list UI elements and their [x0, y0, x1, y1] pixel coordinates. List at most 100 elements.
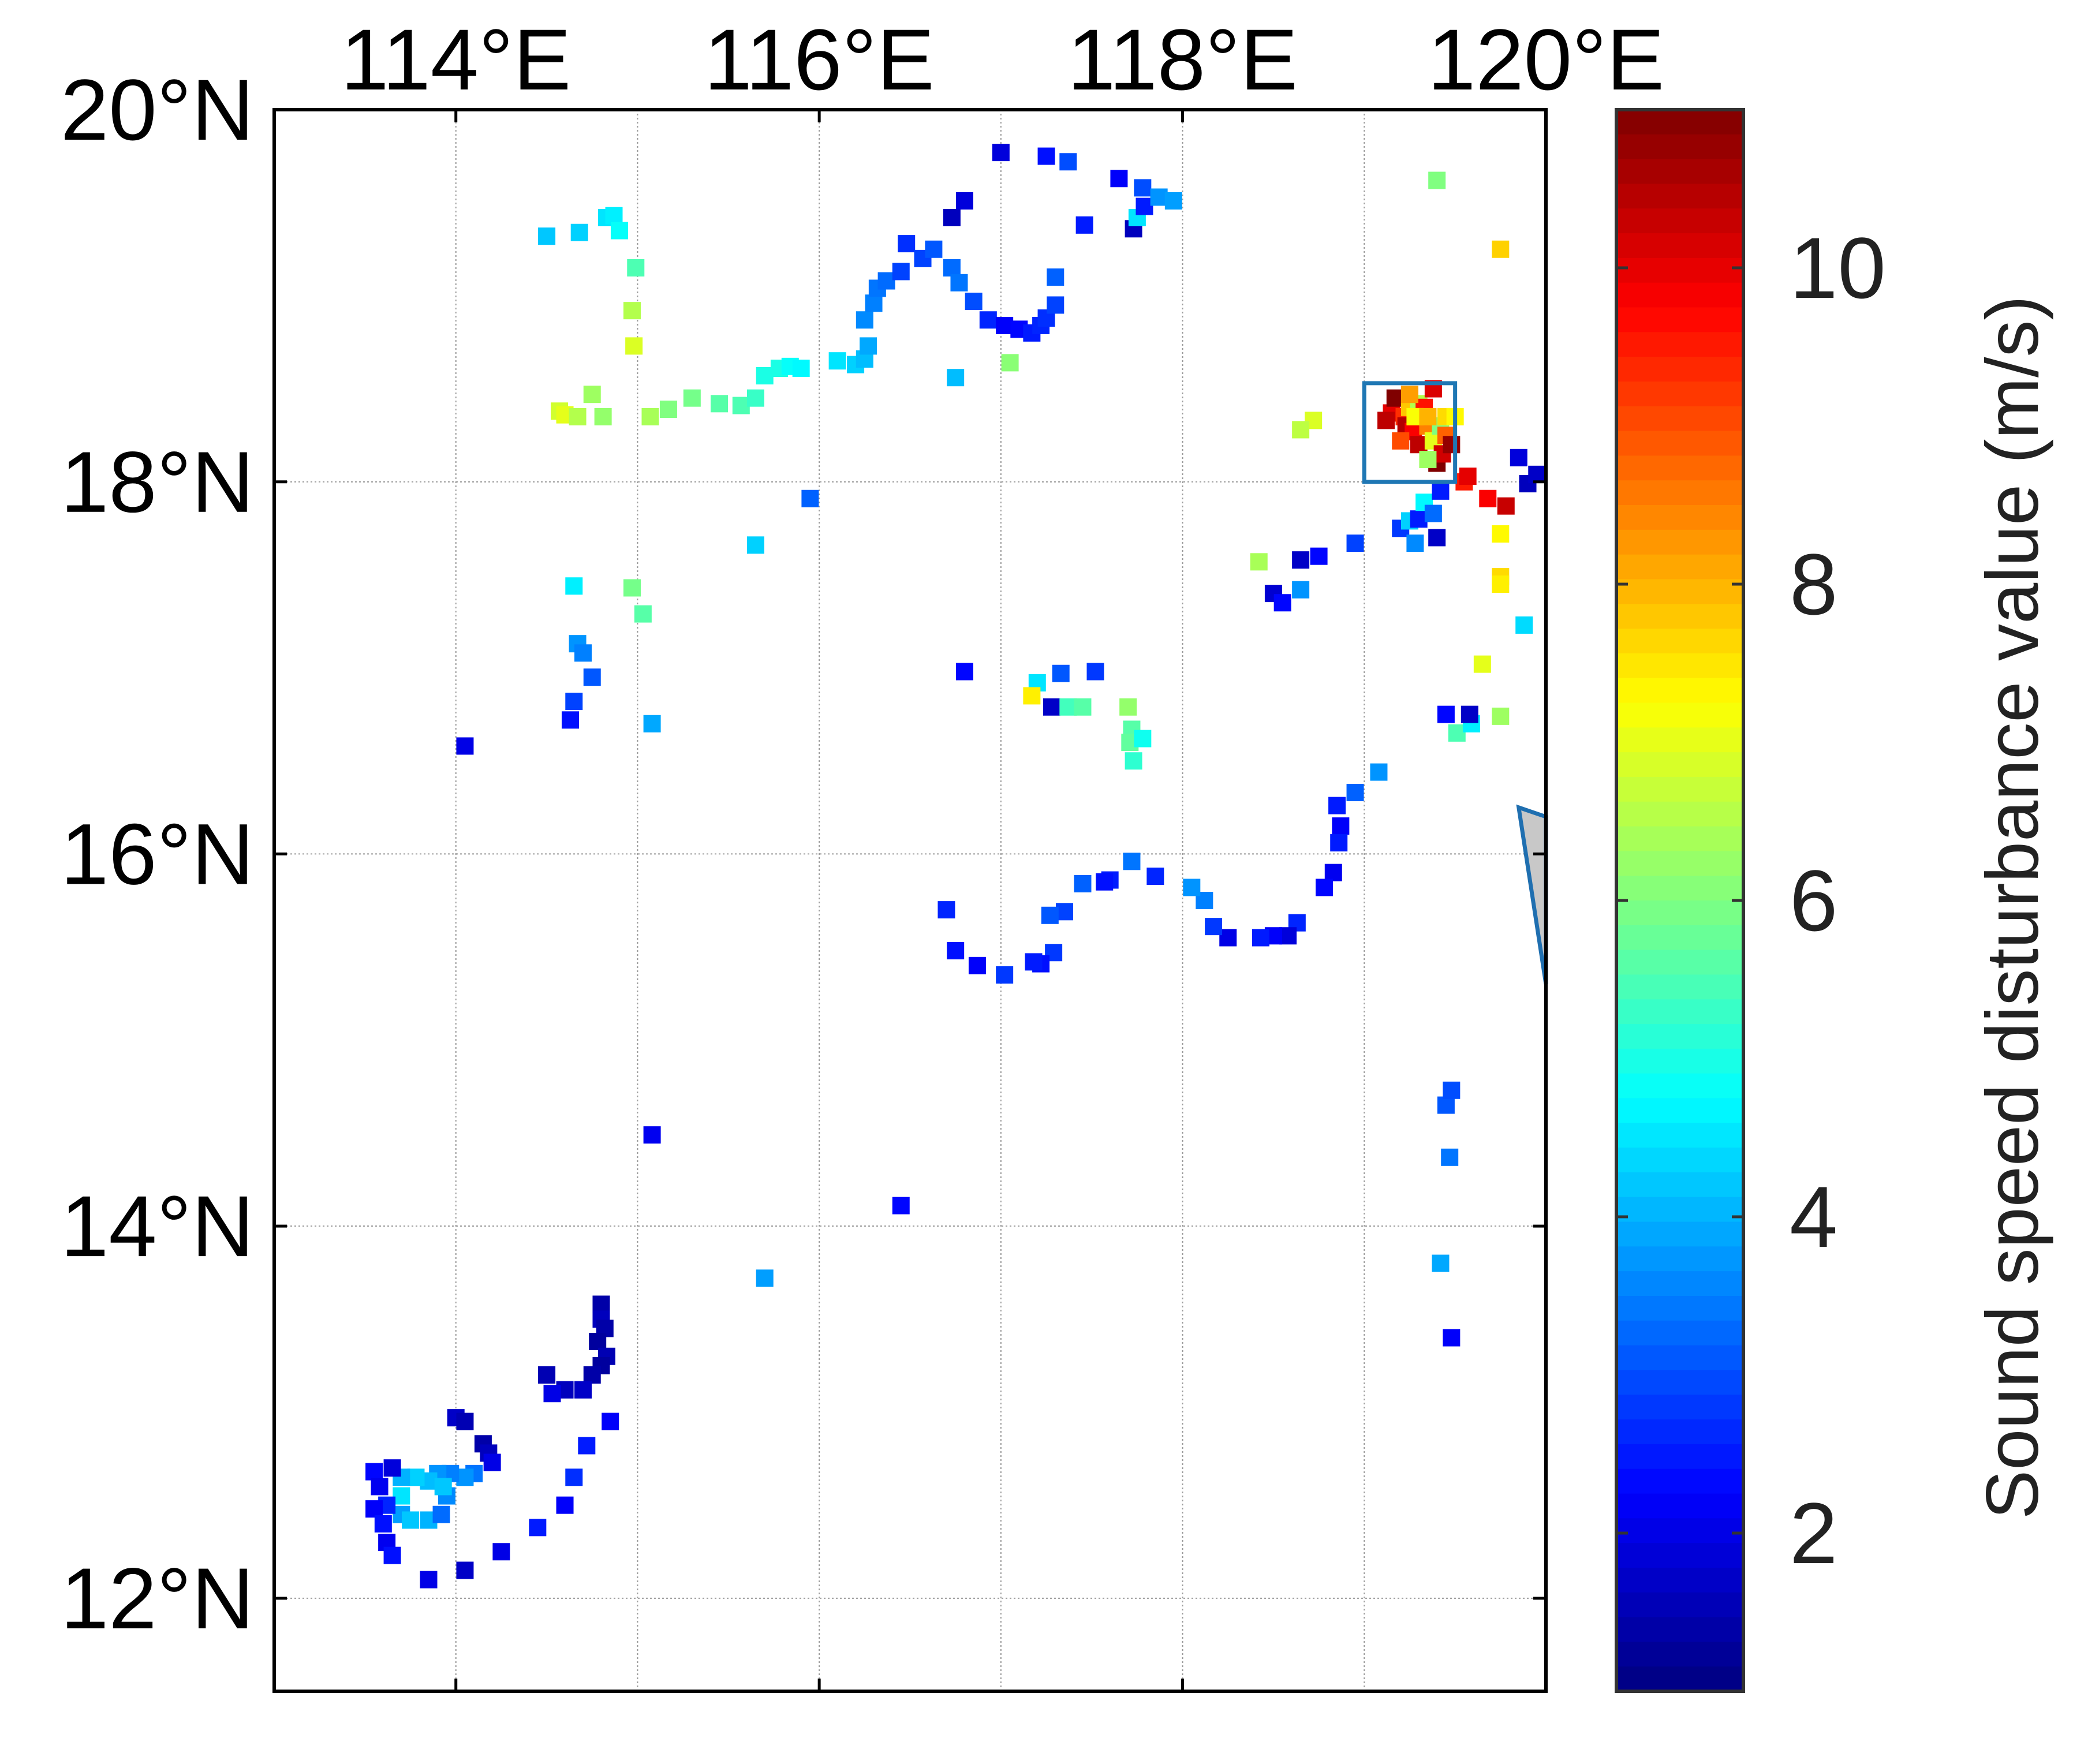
colorbar-band — [1616, 1493, 1743, 1519]
data-point — [1419, 451, 1437, 469]
data-point — [1059, 698, 1077, 716]
colorbar-band — [1616, 826, 1743, 852]
data-point — [1316, 879, 1334, 896]
data-point — [402, 1511, 420, 1529]
data-point — [1528, 465, 1546, 483]
data-point — [1123, 853, 1141, 870]
colorbar-band — [1616, 1197, 1743, 1223]
data-point — [1310, 547, 1328, 565]
data-point — [1370, 763, 1388, 781]
data-point — [1330, 834, 1348, 852]
data-point — [1437, 705, 1455, 723]
colorbar-band — [1616, 1518, 1743, 1544]
colorbar-band — [1616, 480, 1743, 506]
data-point — [877, 272, 895, 290]
colorbar-band — [1616, 1642, 1743, 1668]
data-point — [492, 1543, 510, 1561]
data-point — [641, 408, 659, 425]
data-point — [1025, 953, 1043, 971]
data-point — [561, 711, 579, 729]
data-point — [955, 192, 973, 210]
data-point — [1443, 1329, 1461, 1347]
colorbar-band — [1616, 727, 1743, 753]
colorbar-band — [1616, 505, 1743, 530]
lat-tick-label: 20°N — [61, 61, 254, 158]
data-point — [937, 901, 955, 919]
data-point — [605, 207, 623, 225]
data-point — [711, 395, 729, 413]
data-point — [543, 1385, 561, 1403]
data-point — [1041, 906, 1059, 924]
data-point — [659, 400, 677, 418]
data-point — [565, 693, 583, 711]
map-frame — [272, 108, 1548, 1693]
data-point — [538, 227, 556, 245]
data-point — [892, 263, 910, 281]
data-point — [574, 1381, 592, 1399]
data-point — [420, 1571, 438, 1589]
data-point — [1377, 412, 1395, 429]
data-point — [569, 408, 587, 425]
colorbar-band — [1616, 629, 1743, 654]
colorbar-band — [1616, 381, 1743, 407]
data-point — [556, 1496, 574, 1514]
map-border — [272, 108, 1548, 1693]
colorbar-band — [1616, 752, 1743, 778]
colorbar-band — [1616, 999, 1743, 1025]
data-point — [1497, 497, 1515, 515]
data-points — [365, 144, 1546, 1589]
data-point — [1134, 730, 1152, 748]
data-point — [456, 737, 474, 755]
data-point — [1164, 192, 1182, 210]
colorbar-band — [1616, 529, 1743, 555]
data-point — [1086, 663, 1104, 681]
data-point — [432, 1505, 450, 1523]
data-point — [925, 240, 943, 258]
colorbar-band — [1616, 1221, 1743, 1247]
colorbar-band — [1616, 282, 1743, 308]
colorbar-band — [1616, 159, 1743, 185]
data-point — [860, 337, 877, 355]
colorbar-title: Sound speed disturbance value (m/s) — [1971, 296, 2054, 1519]
colorbar-band — [1616, 974, 1743, 1000]
data-point — [898, 235, 916, 253]
colorbar-band — [1616, 1567, 1743, 1593]
data-point — [1346, 784, 1364, 802]
data-point — [383, 1546, 401, 1564]
data-point — [943, 208, 961, 226]
data-point — [947, 942, 965, 960]
data-point — [1292, 551, 1310, 569]
data-point — [483, 1453, 501, 1471]
data-point — [1328, 797, 1346, 814]
data-point — [623, 302, 641, 320]
data-point — [578, 1437, 596, 1455]
data-point — [979, 311, 997, 329]
data-point — [1479, 489, 1497, 507]
data-point — [950, 274, 968, 291]
colorbar-band — [1616, 1271, 1743, 1296]
lon-tick-label: 114°E — [341, 11, 571, 108]
data-point — [1074, 698, 1092, 716]
colorbar-band — [1616, 653, 1743, 679]
data-point — [1052, 664, 1070, 682]
lon-tick-label: 116°E — [704, 11, 935, 108]
data-point — [1136, 197, 1153, 215]
data-point — [1110, 170, 1128, 188]
data-point — [968, 956, 986, 974]
data-point — [756, 1269, 774, 1287]
highlight-box — [1362, 381, 1458, 484]
colorbar-tick-label: 8 — [1790, 536, 1837, 633]
data-point — [1279, 927, 1297, 945]
data-point — [1074, 874, 1092, 892]
data-point — [583, 668, 601, 686]
colorbar-band — [1616, 1666, 1743, 1692]
lat-tick-label: 18°N — [61, 433, 254, 530]
colorbar-band — [1616, 1592, 1743, 1618]
data-point — [1150, 188, 1168, 206]
colorbar-band — [1616, 1123, 1743, 1149]
data-point — [746, 389, 764, 407]
longitude-ticks: 114°E 116°E 118°E 120°E — [341, 11, 1664, 1691]
data-point — [1332, 817, 1350, 835]
data-point — [1461, 705, 1478, 723]
data-point — [1419, 408, 1437, 425]
